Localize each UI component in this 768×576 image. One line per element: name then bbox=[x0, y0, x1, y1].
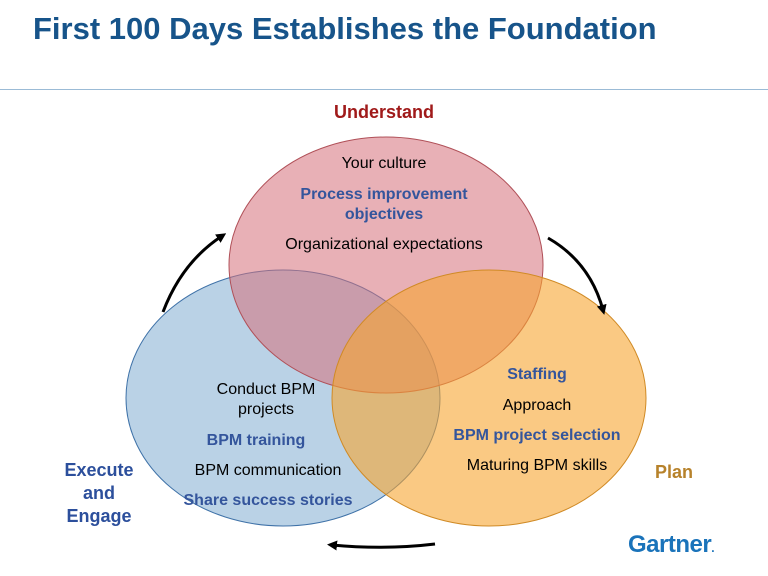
plan-item-staffing: Staffing bbox=[507, 366, 567, 383]
understand-item-culture: Your culture bbox=[341, 155, 427, 172]
title-divider bbox=[0, 89, 768, 90]
label-plan: Plan bbox=[654, 462, 693, 482]
execute-item-conduct-projects: Conduct BPM projects bbox=[216, 381, 316, 418]
page-title: First 100 Days Establishes the Foundatio… bbox=[33, 11, 657, 46]
execute-item-communication: BPM communication bbox=[194, 462, 342, 479]
arrow-understand-to-plan bbox=[547, 236, 607, 315]
label-execute-and-engage: Execute and Engage bbox=[64, 460, 134, 526]
plan-item-maturing-skills: Maturing BPM skills bbox=[466, 457, 608, 474]
label-understand: Understand bbox=[333, 102, 434, 122]
plan-item-approach: Approach bbox=[502, 397, 572, 414]
execute-item-success-stories: Share success stories bbox=[183, 492, 353, 509]
plan-item-project-selection: BPM project selection bbox=[453, 427, 621, 444]
execute-item-training: BPM training bbox=[206, 432, 306, 449]
logo-dot: . bbox=[711, 541, 715, 555]
plan-circle bbox=[331, 269, 647, 527]
arrow-execute-to-understand bbox=[161, 233, 227, 313]
gartner-logo: Gartner. bbox=[628, 531, 715, 559]
arrow-plan-to-execute bbox=[327, 540, 436, 551]
understand-item-org-expectations: Organizational expectations bbox=[285, 236, 483, 253]
understand-item-process-improvement: Process improvement objectives bbox=[300, 186, 468, 223]
logo-text: Gartner bbox=[628, 531, 712, 558]
